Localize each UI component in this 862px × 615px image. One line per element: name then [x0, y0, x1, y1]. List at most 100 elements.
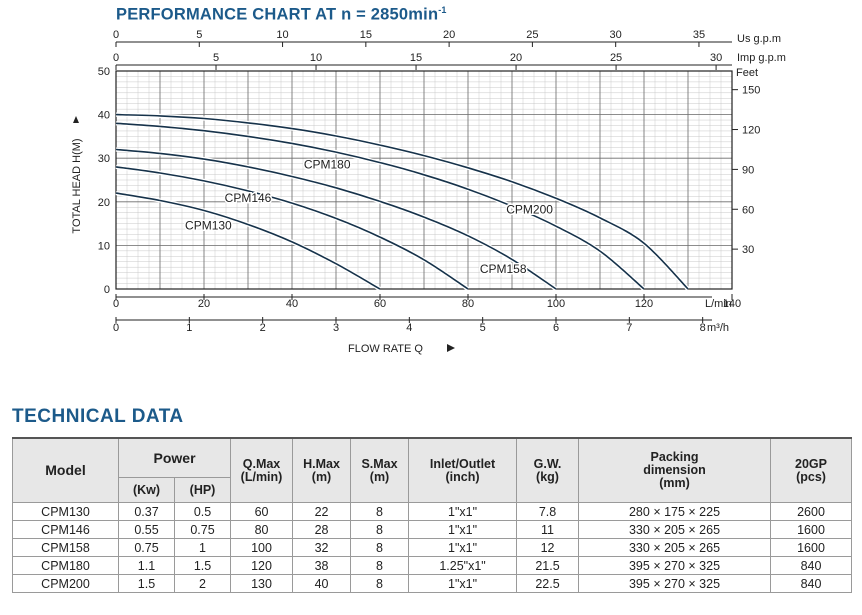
right-arrow-icon — [447, 344, 455, 352]
impgpm-tick-label: 0 — [113, 52, 119, 64]
header-gw-line1: G.W. — [533, 456, 562, 471]
usgpm-tick-label: 25 — [526, 29, 538, 41]
impgpm-tick-label: 30 — [710, 52, 722, 64]
header-pack-line1: Packing — [650, 450, 699, 464]
usgpm-tick-label: 15 — [360, 29, 372, 41]
cell-gw: 21.5 — [516, 556, 580, 575]
y-axis-label: TOTAL HEAD H(M) — [71, 138, 83, 233]
m3h-tick-label: 2 — [260, 322, 266, 334]
curve-label: CPM146 — [225, 191, 272, 205]
usgpm-tick-label: 30 — [610, 29, 622, 41]
curve-label: CPM158 — [480, 262, 527, 276]
m3h-tick-label: 0 — [113, 322, 119, 334]
header-inout-line1: Inlet/Outlet — [429, 456, 496, 471]
lmin-tick-label: 100 — [547, 298, 565, 310]
header-kw: (Kw) — [118, 477, 175, 503]
header-inlet-outlet: Inlet/Outlet (inch) — [408, 437, 518, 503]
cell-inlet-outlet: 1"x1" — [408, 574, 518, 593]
pump-curve-cpm180 — [115, 122, 645, 290]
cell-smax: 8 — [350, 556, 410, 575]
header-pack-line3: (mm) — [659, 476, 690, 490]
cell-qmax: 60 — [230, 502, 294, 521]
cell-model: CPM158 — [12, 538, 119, 557]
cell-hmax: 22 — [292, 502, 352, 521]
cell-power-hp: 1.5 — [173, 556, 232, 575]
cell-power-kw: 0.75 — [118, 538, 175, 557]
cell-hmax: 40 — [292, 574, 352, 593]
cell-hmax: 32 — [292, 538, 352, 557]
cell-20gp: 840 — [770, 574, 853, 593]
y-tick-label: 30 — [98, 153, 110, 165]
curve-label: CPM180 — [304, 158, 351, 172]
chart-title-sup: -1 — [438, 5, 447, 15]
header-hmax-line2: (m) — [311, 469, 332, 484]
header-gw: G.W. (kg) — [516, 437, 580, 503]
header-model: Model — [12, 437, 119, 503]
cell-qmax: 120 — [230, 556, 294, 575]
m3h-unit-label: m³/h — [707, 322, 729, 334]
cell-inlet-outlet: 1"x1" — [408, 502, 518, 521]
cell-packing: 280 × 175 × 225 — [578, 502, 772, 521]
cell-inlet-outlet: 1"x1" — [408, 538, 518, 557]
cell-packing: 330 × 205 × 265 — [578, 538, 772, 557]
feet-unit-label: Feet — [736, 67, 758, 79]
cell-20gp: 1600 — [770, 538, 853, 557]
table-row: CPM200 1.5 2 130 40 8 1"x1" 22.5 395 × 270 × 325… — [12, 574, 853, 593]
cell-gw: 22.5 — [516, 574, 580, 593]
cell-20gp: 1600 — [770, 520, 853, 539]
feet-tick-label: 60 — [742, 204, 754, 216]
m3h-tick-label: 5 — [480, 322, 486, 334]
technical-data-table: Model Power Q.Max (L/min) H.Max (m) S.Max(… — [12, 437, 853, 593]
cell-gw: 12 — [516, 538, 580, 557]
lmin-tick-label: 140 — [723, 298, 741, 310]
pump-curve-cpm130 — [115, 192, 381, 290]
feet-tick-label: 30 — [742, 244, 754, 256]
y-tick-label: 40 — [98, 110, 110, 122]
cell-inlet-outlet: 1.25"x1" — [408, 556, 518, 575]
table-row: CPM180 1.1 1.5 120 38 8 1.25"x1" 21.5 395 × 270 … — [12, 556, 853, 575]
technical-data-title: TECHNICAL DATA — [12, 406, 184, 427]
header-power: Power — [117, 437, 232, 478]
feet-tick-label: 90 — [742, 164, 754, 176]
cell-hmax: 38 — [292, 556, 352, 575]
usgpm-tick-label: 35 — [693, 29, 705, 41]
chart-title: PERFORMANCE CHART AT n = 2850min-1 — [116, 5, 447, 25]
usgpm-tick-label: 20 — [443, 29, 455, 41]
header-packing: Packing dimension (mm) — [578, 437, 772, 503]
header-smax-line2: (m) — [369, 469, 390, 484]
impgpm-tick-label: 10 — [310, 52, 322, 64]
cell-packing: 395 × 270 × 325 — [578, 556, 772, 575]
cell-qmax: 100 — [230, 538, 294, 557]
feet-tick-label: 150 — [742, 85, 760, 97]
y-tick-label: 0 — [104, 284, 110, 296]
technical-data-body: CPM130 0.37 0.5 60 22 8 1"x1" 7.8 280 × 175 × 22… — [12, 502, 853, 593]
header-smax: S.Max (m) — [350, 437, 410, 503]
pump-curve-cpm146 — [115, 166, 469, 290]
cell-inlet-outlet: 1"x1" — [408, 520, 518, 539]
cell-qmax: 130 — [230, 574, 294, 593]
cell-power-hp: 2 — [173, 574, 232, 593]
curve-label: CPM200 — [506, 203, 553, 217]
y-tick-label: 50 — [98, 66, 110, 78]
up-arrow-icon — [73, 116, 79, 123]
header-inout-line2: (inch) — [445, 469, 480, 484]
header-smax-line1: S.Max — [361, 456, 398, 471]
header-gw-line2: (kg) — [536, 469, 559, 484]
header-hmax: H.Max (m) — [292, 437, 352, 503]
table-row: CPM146 0.55 0.75 80 28 8 1"x1" 11 330 × 205 × 26… — [12, 520, 853, 539]
lmin-tick-label: 120 — [635, 298, 653, 310]
table-row: CPM130 0.37 0.5 60 22 8 1"x1" 7.8 280 × 175 × 22… — [12, 502, 853, 521]
cell-power-hp: 0.75 — [173, 520, 232, 539]
cell-power-hp: 1 — [173, 538, 232, 557]
lmin-tick-label: 80 — [462, 298, 474, 310]
cell-model: CPM146 — [12, 520, 119, 539]
table-row: CPM158 0.75 1 100 32 8 1"x1" 12 330 × 205 × 265 1… — [12, 538, 853, 557]
header-gp-line1: 20GP — [795, 456, 827, 471]
header-pack-line2: dimension — [643, 463, 706, 477]
m3h-tick-label: 8 — [700, 322, 706, 334]
header-qmax: Q.Max (L/min) — [230, 437, 294, 503]
lmin-tick-label: 40 — [286, 298, 298, 310]
header-qmax-line1: Q.Max — [242, 456, 281, 471]
lmin-tick-label: 60 — [374, 298, 386, 310]
